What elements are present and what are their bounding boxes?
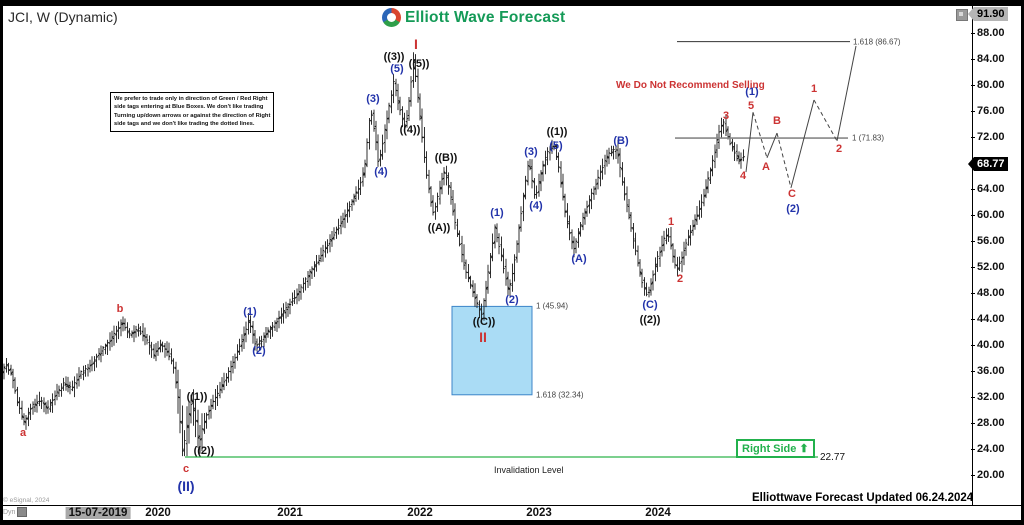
esignal-copyright: © eSignal, 2024 xyxy=(3,497,50,504)
invalidation-label: Invalidation Level xyxy=(494,465,564,475)
right-side-badge: Right Side ⬆ xyxy=(736,439,815,458)
chart-settings-icon[interactable] xyxy=(956,9,968,21)
price-axis-tick: 76.00 xyxy=(971,105,1005,117)
brand-logo: Elliott Wave Forecast xyxy=(382,8,565,27)
price-axis-tick: 24.00 xyxy=(971,443,1005,455)
dyn-label: Dyn xyxy=(3,507,28,517)
price-axis-tick: 44.00 xyxy=(971,313,1005,325)
price-axis[interactable]: 88.0084.0080.0076.0072.0068.0064.0060.00… xyxy=(968,6,1022,505)
date-axis[interactable]: 15-07-2019 2020 2021 2022 2023 2024 xyxy=(0,505,1021,521)
dyn-icon xyxy=(17,507,28,517)
date-axis-tick: 2022 xyxy=(407,507,433,519)
up-arrow-icon: ⬆ xyxy=(799,443,809,455)
date-axis-tick: 2020 xyxy=(145,507,171,519)
price-axis-tick: 20.00 xyxy=(971,469,1005,481)
right-side-label: Right Side xyxy=(742,442,797,455)
price-axis-tick: 48.00 xyxy=(971,287,1005,299)
last-price-marker: 68.77 xyxy=(968,157,1008,171)
disclaimer-line: Turning up/down arrows or against the di… xyxy=(114,112,271,119)
high-price-marker: 91.90 xyxy=(968,7,1008,21)
price-axis-tick: 40.00 xyxy=(971,339,1005,351)
price-axis-tick: 36.00 xyxy=(971,365,1005,377)
price-axis-tick: 60.00 xyxy=(971,209,1005,221)
window-frame-bottom xyxy=(0,520,1024,525)
no-sell-note: We Do Not Recommend Selling xyxy=(616,80,765,91)
brand-logo-icon xyxy=(382,8,401,27)
disclaimer-line: We prefer to trade only in direction of … xyxy=(114,96,268,102)
price-axis-tick: 52.00 xyxy=(971,261,1005,273)
price-axis-tick: 88.00 xyxy=(971,27,1005,39)
date-axis-tick: 2021 xyxy=(277,507,303,519)
price-axis-tick: 80.00 xyxy=(971,79,1005,91)
date-axis-tick: 15-07-2019 xyxy=(65,507,131,519)
price-axis-tick: 64.00 xyxy=(971,183,1005,195)
brand-name: Elliott Wave Forecast xyxy=(405,8,566,26)
invalidation-price: 22.77 xyxy=(820,452,846,463)
symbol-title: JCI, W (Dynamic) xyxy=(8,9,118,25)
window-frame-top xyxy=(0,0,1024,6)
price-axis-tick: 32.00 xyxy=(971,391,1005,403)
price-axis-tick: 56.00 xyxy=(971,235,1005,247)
updated-note: Elliottwave Forecast Updated 06.24.2024 xyxy=(752,492,974,504)
price-axis-tick: 28.00 xyxy=(971,417,1005,429)
date-axis-tick: 2023 xyxy=(526,507,552,519)
trading-disclaimer-box: We prefer to trade only in direction of … xyxy=(110,92,275,132)
dyn-text: Dyn xyxy=(3,508,16,516)
price-axis-tick: 72.00 xyxy=(971,131,1005,143)
disclaimer-line: side tags entering at Blue Boxes. We don… xyxy=(114,104,264,111)
price-axis-tick: 84.00 xyxy=(971,53,1005,65)
date-axis-tick: 2024 xyxy=(645,507,671,519)
window-frame-left xyxy=(0,0,3,525)
window-frame-right xyxy=(1021,0,1024,525)
disclaimer-line: side tags and we don't like trading the … xyxy=(114,121,255,128)
